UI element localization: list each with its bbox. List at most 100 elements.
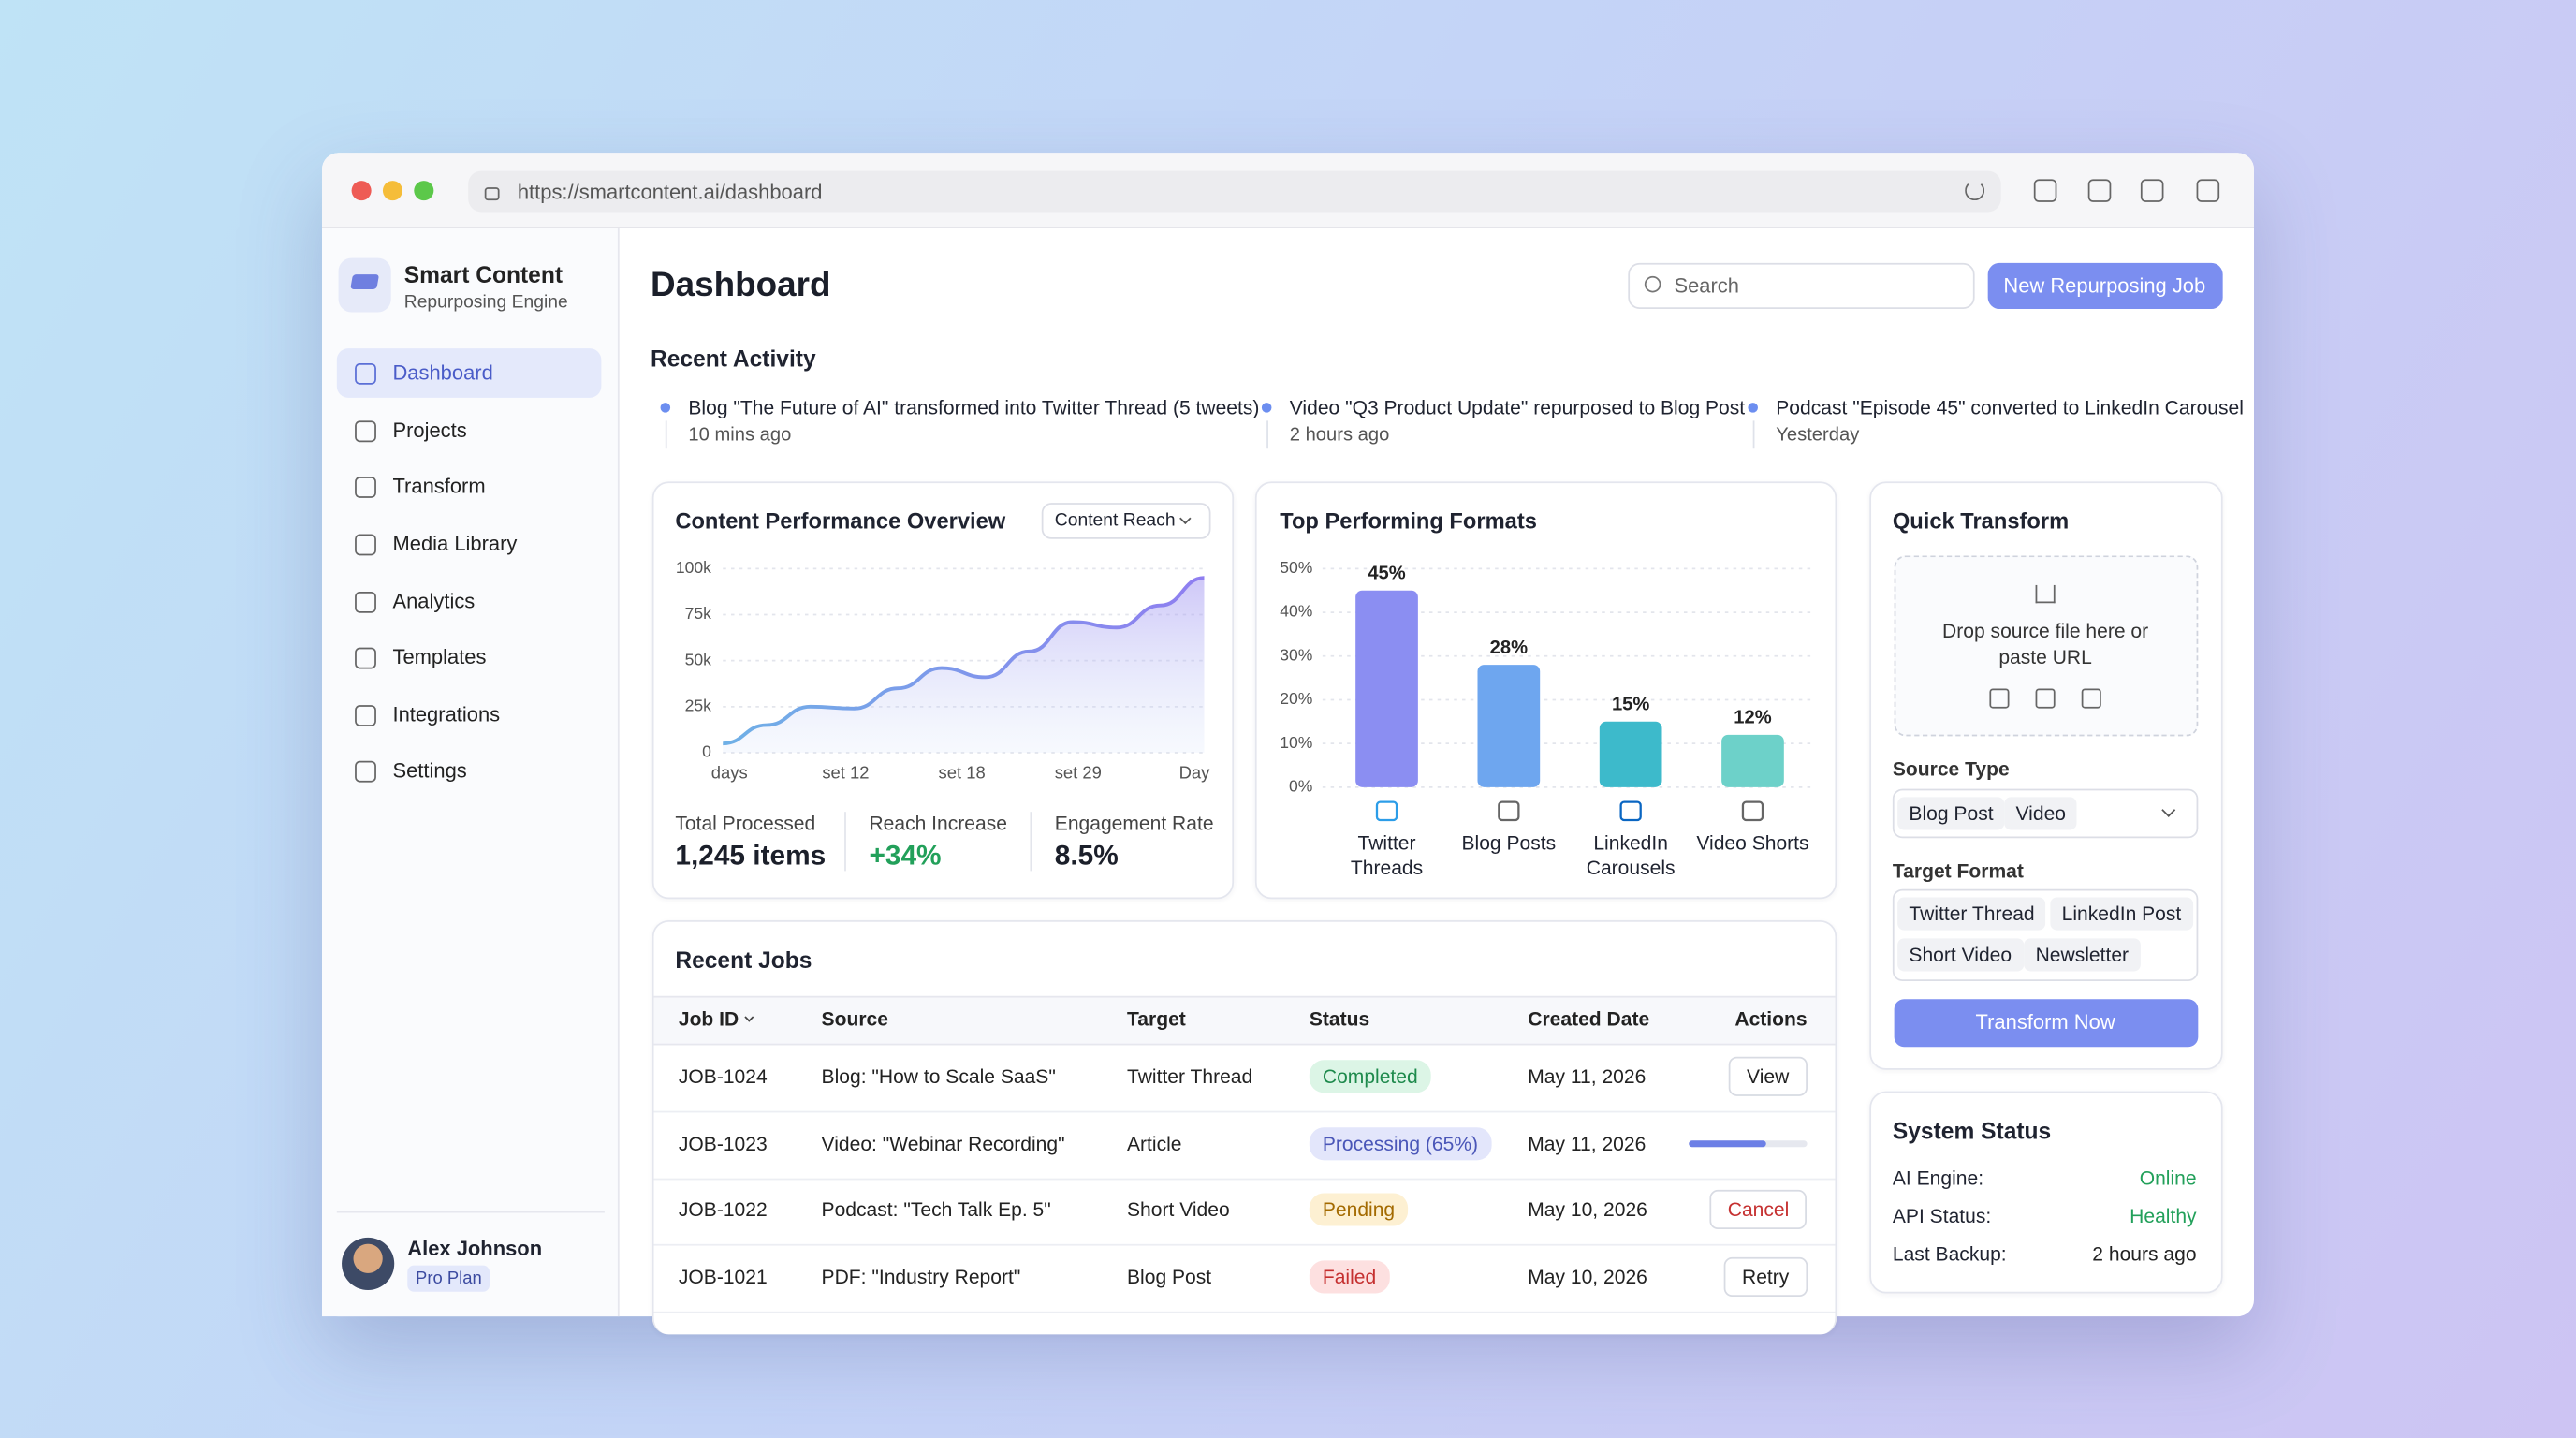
stat-divider bbox=[844, 812, 846, 872]
field-label: Target Format bbox=[1892, 859, 2024, 883]
activity-line bbox=[664, 420, 666, 449]
stat-value: +34% bbox=[869, 840, 942, 872]
activity-text: Podcast "Episode 45" converted to Linked… bbox=[1776, 396, 2244, 419]
nav-item[interactable]: Settings bbox=[392, 759, 467, 783]
section-title: Recent Activity bbox=[651, 345, 816, 372]
column-header: Status bbox=[1309, 1007, 1370, 1031]
table-cell: May 11, 2026 bbox=[1528, 1131, 1647, 1155]
status-value: 2 hours ago bbox=[2092, 1242, 2197, 1266]
table-cell: Blog Post bbox=[1126, 1264, 1212, 1288]
user-plan: Pro Plan bbox=[407, 1265, 490, 1292]
address-bar[interactable] bbox=[468, 170, 2001, 213]
lock-icon bbox=[484, 187, 500, 201]
status-label: Last Backup: bbox=[1892, 1242, 2007, 1266]
jobs-card bbox=[651, 920, 1837, 1335]
table-header bbox=[653, 995, 1836, 1046]
button-label: Transform Now bbox=[1975, 1010, 2115, 1034]
status-badge: Completed bbox=[1309, 1060, 1431, 1093]
activity-time: Yesterday bbox=[1776, 425, 1860, 446]
action-button[interactable]: Retry bbox=[1723, 1256, 1808, 1297]
status-badge: Pending bbox=[1309, 1193, 1409, 1226]
nav-item[interactable]: Analytics bbox=[392, 590, 476, 613]
status-label: API Status: bbox=[1892, 1204, 1992, 1228]
table-cell: JOB-1022 bbox=[678, 1197, 768, 1222]
table-cell: JOB-1023 bbox=[678, 1131, 768, 1155]
source-icon bbox=[1989, 688, 2010, 709]
chip[interactable]: Video bbox=[2004, 797, 2078, 830]
nav-item[interactable]: Integrations bbox=[392, 703, 501, 726]
drop-zone[interactable] bbox=[1894, 555, 2199, 737]
toolbar-icon[interactable] bbox=[2033, 179, 2057, 202]
window-control[interactable] bbox=[351, 181, 372, 201]
x-tick-label: LinkedIn Carousels bbox=[1586, 831, 1676, 880]
nav-icon bbox=[355, 477, 376, 498]
window-control[interactable] bbox=[382, 181, 402, 201]
table-cell: May 10, 2026 bbox=[1528, 1197, 1647, 1222]
column-header: Created Date bbox=[1528, 1007, 1650, 1031]
chip[interactable]: Short Video bbox=[1897, 938, 2024, 972]
search-box[interactable] bbox=[1628, 262, 1975, 310]
status-value: Healthy bbox=[2130, 1204, 2197, 1228]
field-label: Source Type bbox=[1892, 757, 2010, 781]
table-cell: Short Video bbox=[1126, 1197, 1230, 1222]
status-value: Online bbox=[2139, 1167, 2197, 1190]
row-divider bbox=[653, 1243, 1836, 1246]
table-cell: May 10, 2026 bbox=[1528, 1264, 1647, 1288]
card-title: Top Performing Formats bbox=[1280, 508, 1537, 534]
sidebar-divider bbox=[336, 1211, 605, 1213]
card-title: Quick Transform bbox=[1892, 508, 2070, 534]
row-divider bbox=[653, 1177, 1836, 1180]
column-header[interactable]: Job ID bbox=[678, 1007, 739, 1031]
nav-item[interactable]: Dashboard bbox=[392, 361, 493, 385]
dropdown-label: Content Reach bbox=[1054, 510, 1176, 532]
status-badge: Processing (65%) bbox=[1309, 1126, 1492, 1160]
activity-dot bbox=[660, 403, 671, 413]
column-header: Actions bbox=[1734, 1007, 1808, 1031]
action-button[interactable]: Cancel bbox=[1709, 1189, 1808, 1230]
source-select[interactable] bbox=[1892, 788, 2199, 839]
nav-icon bbox=[355, 705, 376, 726]
target-select[interactable] bbox=[1892, 888, 2199, 981]
source-icon bbox=[2035, 688, 2056, 709]
search-icon bbox=[1644, 275, 1661, 293]
nav-item[interactable]: Transform bbox=[392, 475, 486, 498]
upload-icon bbox=[2035, 584, 2056, 604]
chip[interactable]: Twitter Thread bbox=[1897, 897, 2046, 931]
brand-name: Smart Content bbox=[403, 261, 564, 288]
activity-dot bbox=[1748, 403, 1758, 413]
brand-tagline: Repurposing Engine bbox=[403, 292, 568, 313]
row-divider bbox=[653, 1110, 1836, 1113]
toolbar-icon[interactable] bbox=[2196, 179, 2220, 202]
status-badge: Failed bbox=[1309, 1259, 1390, 1293]
nav-item[interactable]: Templates bbox=[392, 645, 487, 669]
chip[interactable]: Newsletter bbox=[2024, 938, 2141, 972]
toolbar-icon[interactable] bbox=[2140, 179, 2164, 202]
nav-item[interactable]: Media Library bbox=[392, 532, 518, 556]
table-cell: Podcast: "Tech Talk Ep. 5" bbox=[821, 1197, 1051, 1222]
window-control[interactable] bbox=[414, 181, 434, 201]
new-job-button[interactable] bbox=[1987, 262, 2223, 310]
table-cell: Blog: "How to Scale SaaS" bbox=[821, 1064, 1056, 1089]
metric-dropdown[interactable] bbox=[1041, 503, 1211, 539]
nav-icon bbox=[355, 362, 376, 385]
x-tick-label: Twitter Threads bbox=[1350, 831, 1424, 880]
column-header: Source bbox=[821, 1007, 888, 1031]
activity-dot bbox=[1261, 403, 1272, 413]
table-cell: JOB-1021 bbox=[678, 1264, 768, 1288]
action-button[interactable]: View bbox=[1728, 1056, 1808, 1096]
chip[interactable]: LinkedIn Post bbox=[2050, 897, 2193, 931]
activity-text: Blog "The Future of AI" transformed into… bbox=[688, 396, 1260, 419]
nav-icon bbox=[355, 760, 376, 783]
toolbar-icon[interactable] bbox=[2087, 179, 2112, 202]
stat-label: Total Processed bbox=[675, 812, 816, 835]
row-divider bbox=[653, 1310, 1836, 1313]
nav-item[interactable]: Projects bbox=[392, 418, 467, 443]
status-label: AI Engine: bbox=[1892, 1167, 1984, 1190]
stat-label: Reach Increase bbox=[869, 812, 1007, 835]
table-cell: JOB-1024 bbox=[678, 1064, 768, 1089]
nav-icon bbox=[355, 591, 376, 613]
transform-button[interactable] bbox=[1894, 999, 2199, 1048]
chip[interactable]: Blog Post bbox=[1897, 797, 2005, 830]
table-cell: Article bbox=[1126, 1131, 1182, 1155]
